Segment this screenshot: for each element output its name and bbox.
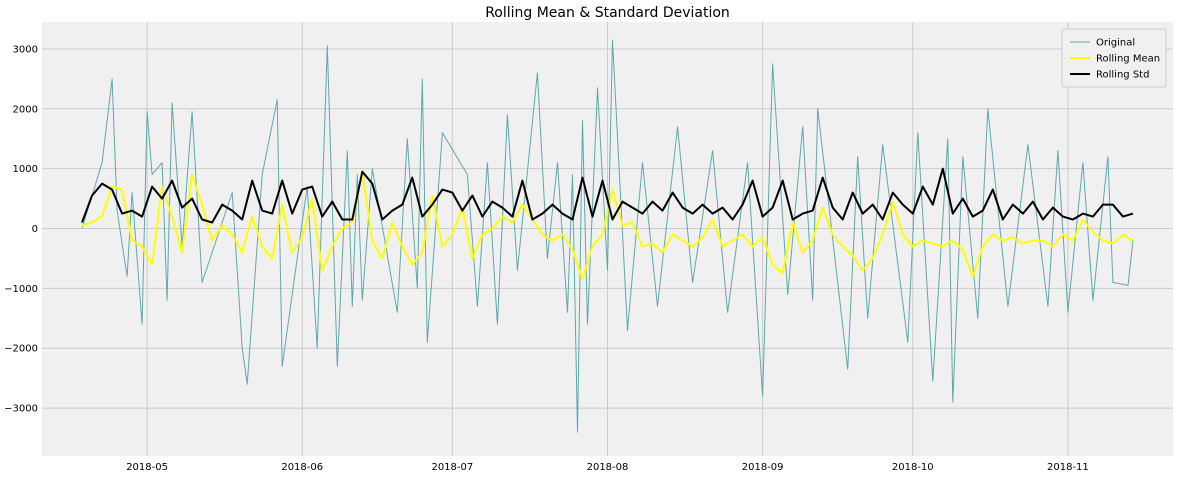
legend: Original Rolling Mean Rolling Std — [1061, 28, 1167, 88]
x-tick-label: 2018-11 — [1047, 462, 1089, 473]
chart-title: Rolling Mean & Standard Deviation — [485, 5, 730, 21]
y-tick-label: 2000 — [13, 104, 38, 115]
x-tick-label: 2018-06 — [281, 462, 323, 473]
y-tick-label: 3000 — [13, 44, 38, 55]
series-lines — [81, 39, 1134, 433]
y-tick-label: −3000 — [4, 404, 38, 415]
grid-lines — [42, 22, 1173, 456]
y-tick-label: −1000 — [4, 284, 38, 295]
legend-box — [1061, 28, 1167, 88]
y-tick-label: 1000 — [13, 164, 38, 175]
series-line-rolling-std — [81, 167, 1134, 224]
legend-label: Original — [1096, 38, 1135, 49]
legend-label: Rolling Mean — [1096, 54, 1160, 65]
x-tick-label: 2018-07 — [431, 462, 473, 473]
x-tick-label: 2018-08 — [587, 462, 629, 473]
y-tick-label: −2000 — [4, 344, 38, 355]
series-line-rolling-mean — [81, 170, 1134, 281]
x-tick-label: 2018-10 — [892, 462, 934, 473]
axis-ticks: 2018-05 2018-06 2018-07 2018-08 2018-09 2018-… — [4, 44, 1089, 473]
y-tick-label: 0 — [32, 224, 38, 235]
x-tick-label: 2018-09 — [742, 462, 784, 473]
x-tick-label: 2018-05 — [126, 462, 168, 473]
legend-label: Rolling Std — [1096, 70, 1149, 81]
